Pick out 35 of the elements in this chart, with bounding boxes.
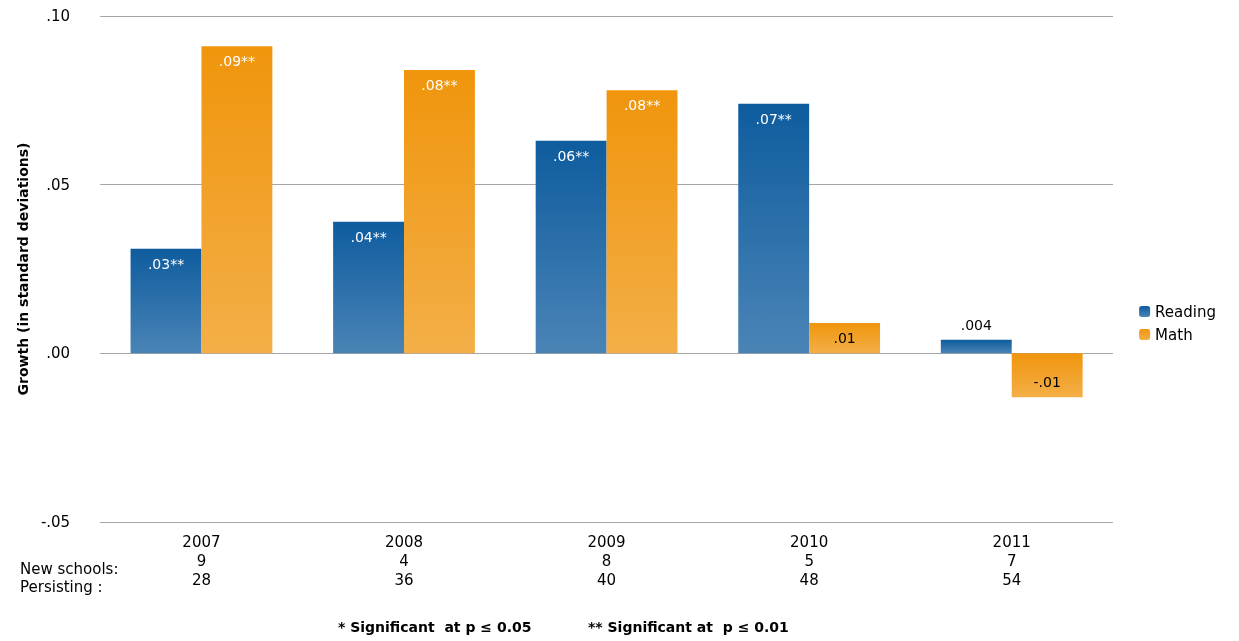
data-label: .03** xyxy=(147,255,185,272)
text: ** Significant at p ≤ 0.01 xyxy=(588,619,789,635)
data-label: .08** xyxy=(623,97,661,114)
data-label: .07** xyxy=(755,110,792,127)
bar xyxy=(333,221,405,354)
bar xyxy=(130,248,202,354)
data-label: .09** xyxy=(218,53,256,70)
bar xyxy=(738,103,810,354)
text: * Significant at p ≤ 0.05 xyxy=(338,619,532,635)
data-label: .04** xyxy=(350,228,387,245)
y-tick-label: .00 xyxy=(46,344,71,363)
data-label: .08** xyxy=(421,76,458,93)
y-axis-title: Growth (in standard deviations) xyxy=(15,142,31,396)
text: New schools: Persisting : xyxy=(20,560,119,596)
bar xyxy=(606,90,678,354)
y-tick-label: .10 xyxy=(46,7,71,25)
data-label: .004 xyxy=(960,316,992,333)
y-tick-label: .05 xyxy=(46,175,71,194)
y-tick-label: -.05 xyxy=(40,513,71,531)
legend-label: Math xyxy=(1155,325,1193,344)
bar xyxy=(404,69,475,354)
x-tick-label: 2009 8 40 xyxy=(587,532,626,589)
bar xyxy=(1011,353,1083,398)
bar xyxy=(535,140,607,354)
data-label: -.01 xyxy=(1033,374,1061,391)
x-tick-label: 2010 5 48 xyxy=(790,532,829,589)
data-label: .01 xyxy=(833,329,856,346)
legend-label: Reading xyxy=(1155,302,1216,321)
x-tick-label: 2007 9 28 xyxy=(182,532,221,589)
x-tick-label: 2011 7 54 xyxy=(992,532,1031,589)
bar xyxy=(809,322,881,354)
bar xyxy=(201,46,273,354)
data-label: .06** xyxy=(553,147,590,164)
bar xyxy=(940,339,1012,354)
x-tick-label: 2008 4 36 xyxy=(384,532,424,589)
